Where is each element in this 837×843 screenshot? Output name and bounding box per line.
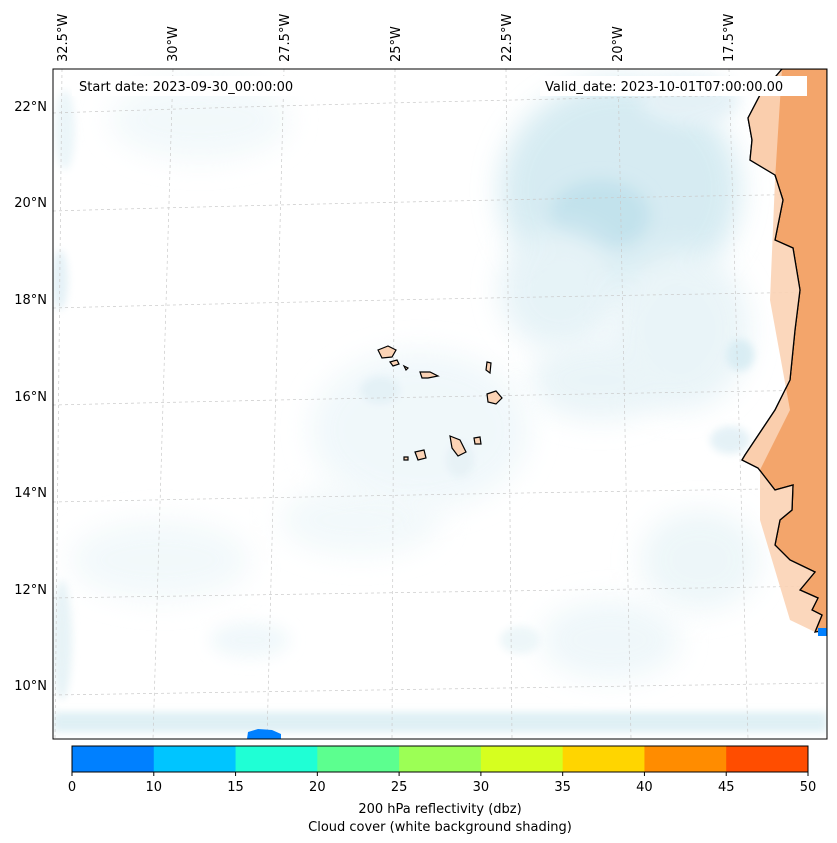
colorbar-tick-label: 10	[146, 780, 163, 795]
longitude-labels: 32.5°W 30°W 27.5°W 25°W 22.5°W 20°W 17.5…	[56, 14, 737, 62]
map-frame	[52, 68, 828, 740]
colorbar-frame	[71, 745, 809, 773]
lat-label: 16°N	[14, 390, 47, 405]
coast-pale-strip	[742, 69, 822, 632]
colorbar-swatch	[644, 746, 727, 772]
lat-label: 14°N	[14, 486, 47, 501]
colorbar-tick-label: 50	[800, 780, 817, 795]
colorbar-tick-label: 35	[554, 780, 571, 795]
colorbar-swatch	[235, 746, 318, 772]
lon-label: 30°W	[166, 26, 181, 62]
graticule	[53, 69, 827, 739]
colorbar-swatch	[399, 746, 482, 772]
colorbar-swatch	[153, 746, 237, 772]
colorbar-swatch	[317, 746, 400, 772]
colorbar-tick-label: 0	[68, 780, 76, 795]
reflectivity-patch-south	[247, 729, 281, 739]
lon-label: 22.5°W	[500, 14, 515, 62]
colorbar-ticks: 0 10 15 20 25 30 35 40 45 50	[68, 772, 816, 795]
colorbar-swatch	[480, 746, 564, 772]
colorbar-tick-label: 15	[227, 780, 244, 795]
valid-date-annotation: Valid_date: 2023-10-01T07:00:00.00	[540, 76, 807, 96]
reflectivity-patch-coast	[818, 628, 827, 636]
colorbar-swatch	[726, 746, 809, 772]
colorbar-tick-label: 45	[718, 780, 735, 795]
colorbar-label: 200 hPa reflectivity (dbz)	[358, 802, 521, 817]
start-date-text: Start date: 2023-09-30_00:00:00	[79, 80, 293, 95]
colorbar-swatches	[72, 746, 809, 772]
lat-label: 18°N	[14, 293, 47, 308]
valid-date-text: Valid_date: 2023-10-01T07:00:00.00	[545, 80, 783, 95]
lon-label: 32.5°W	[56, 14, 71, 62]
start-date-annotation: Start date: 2023-09-30_00:00:00	[72, 76, 312, 96]
colorbar-tick-label: 25	[391, 780, 408, 795]
colorbar-sublabel: Cloud cover (white background shading)	[308, 820, 572, 835]
lat-label: 10°N	[14, 679, 47, 694]
colorbar-swatch	[72, 746, 155, 772]
lat-label: 12°N	[14, 583, 47, 598]
lon-label: 27.5°W	[278, 14, 293, 62]
colorbar-tick-label: 30	[473, 780, 490, 795]
cape-verde-islands	[377, 345, 503, 461]
lon-label: 17.5°W	[722, 14, 737, 62]
lon-label: 25°W	[389, 26, 404, 62]
colorbar-tick-label: 20	[309, 780, 326, 795]
lat-label: 20°N	[14, 196, 47, 211]
lon-label: 20°W	[611, 26, 626, 62]
lat-label: 22°N	[14, 100, 47, 115]
latitude-labels: 22°N 20°N 18°N 16°N 14°N 12°N 10°N	[14, 100, 47, 694]
colorbar-tick-label: 40	[636, 780, 653, 795]
colorbar-swatch	[562, 746, 645, 772]
colorbar: 0 10 15 20 25 30 35 40 45 50 200 hPa reflectivity…	[68, 745, 816, 835]
